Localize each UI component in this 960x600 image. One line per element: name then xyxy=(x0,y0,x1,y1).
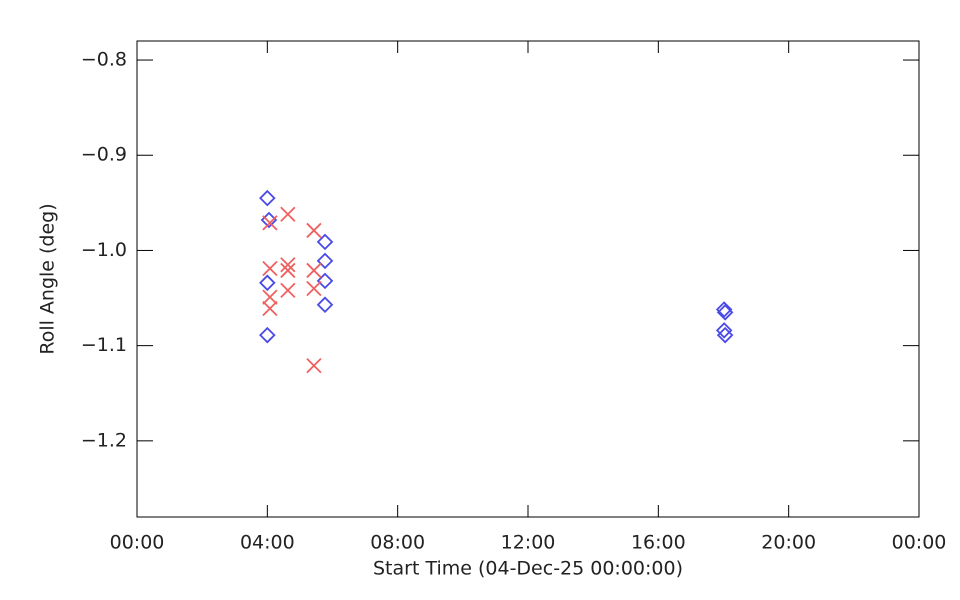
plot-frame xyxy=(136,40,920,518)
x-point xyxy=(306,222,322,239)
y-tick-label: −1.2 xyxy=(81,429,127,451)
x-tick-label: 08:00 xyxy=(370,532,425,554)
x-point xyxy=(306,280,322,297)
x-tick-label: 20:00 xyxy=(761,532,816,554)
x-point xyxy=(262,260,278,277)
y-tick-label: −0.8 xyxy=(81,49,127,71)
diamond-point xyxy=(316,296,334,313)
x-point xyxy=(280,262,296,279)
x-point xyxy=(262,215,278,231)
x-axis-title: Start Time (04-Dec-25 00:00:00) xyxy=(373,558,683,580)
diamond-point xyxy=(316,233,334,251)
y-tick-label: −1.0 xyxy=(81,239,127,261)
y-axis-title: Roll Angle (deg) xyxy=(37,203,59,354)
diamond-point xyxy=(259,189,276,207)
x-point xyxy=(280,257,296,273)
y-tick-label: −0.9 xyxy=(81,144,127,166)
x-point xyxy=(280,206,296,222)
x-tick-label: 00:00 xyxy=(892,532,947,554)
diamond-point xyxy=(259,274,276,292)
x-point xyxy=(262,289,278,305)
x-tick-label: 04:00 xyxy=(240,532,295,554)
diamond-point xyxy=(716,304,734,321)
diamond-point xyxy=(715,301,733,318)
diamond-point xyxy=(259,326,276,344)
x-point xyxy=(280,282,296,299)
x-tick-label: 12:00 xyxy=(501,532,556,554)
x-tick-label: 16:00 xyxy=(631,532,686,554)
x-point xyxy=(306,357,322,374)
x-tick-label: 00:00 xyxy=(110,532,165,554)
diamond-point xyxy=(715,322,733,339)
diamond-point xyxy=(316,252,334,270)
diamond-point xyxy=(316,272,334,290)
diamond-point xyxy=(716,326,734,344)
x-point xyxy=(306,262,322,279)
y-tick-label: −1.1 xyxy=(81,334,127,356)
x-point xyxy=(262,300,278,317)
